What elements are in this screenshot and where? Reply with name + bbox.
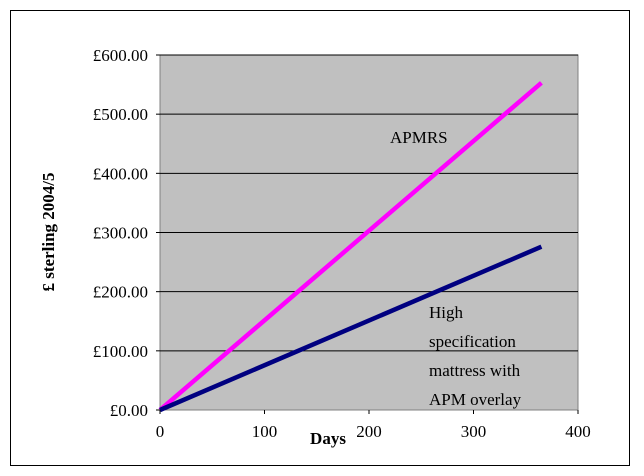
y-tick-label: £300.00: [93, 224, 148, 243]
x-axis-title: Days: [310, 429, 346, 448]
annotation-high-spec: High specification mattress with APM overla…: [429, 303, 522, 409]
annotation-apmrs: APMRS: [390, 128, 448, 147]
y-tick-label: £100.00: [93, 342, 148, 361]
x-tick-label: 200: [356, 422, 382, 441]
y-tick-label: £600.00: [93, 46, 148, 65]
y-tick-label: £200.00: [93, 283, 148, 302]
series-line-0: [158, 81, 543, 412]
y-tick-label: £0.00: [110, 401, 148, 420]
series-line-1: [159, 244, 543, 413]
annotations: APMRS High specification mattress with APM o…: [390, 128, 522, 409]
y-axis-title: £ sterling 2004/5: [39, 173, 58, 292]
series-lines: [158, 81, 543, 413]
y-tick-label: £400.00: [93, 164, 148, 183]
x-tick-label: 400: [565, 422, 591, 441]
x-axis-ticks: 0 100 200 300 400: [156, 410, 591, 441]
x-tick-label: 0: [156, 422, 165, 441]
y-axis-ticks: £0.00 £100.00 £200.00 £300.00 £400.00 £500.00…: [93, 46, 160, 420]
x-tick-label: 300: [461, 422, 487, 441]
y-tick-label: £500.00: [93, 105, 148, 124]
x-tick-label: 100: [252, 422, 278, 441]
